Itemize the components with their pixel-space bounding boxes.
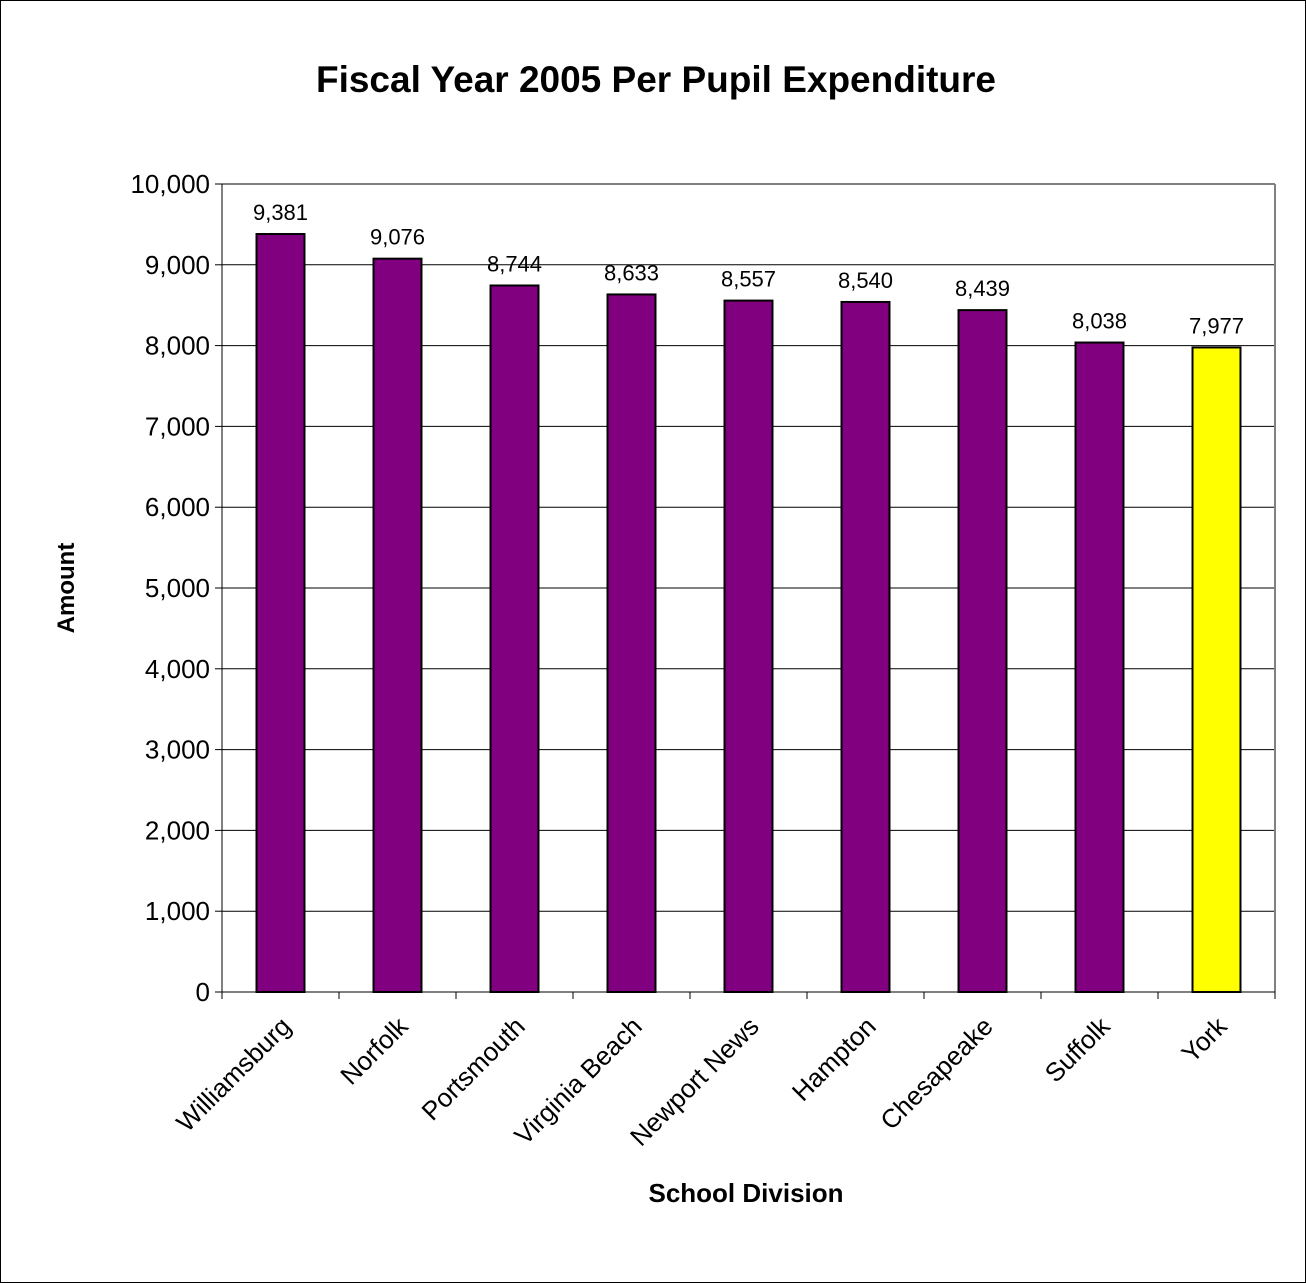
y-axis-label: Amount — [53, 543, 80, 634]
data-label: 8,540 — [838, 268, 893, 293]
x-tick-label: York — [1175, 1010, 1233, 1068]
y-tick-label: 1,000 — [145, 896, 210, 926]
data-label: 8,439 — [955, 276, 1010, 301]
bar — [1074, 341, 1125, 993]
chart-title: Fiscal Year 2005 Per Pupil Expenditure — [316, 59, 996, 100]
y-tick-label: 10,000 — [130, 169, 210, 199]
y-tick-label: 6,000 — [145, 492, 210, 522]
y-tick-label: 7,000 — [145, 411, 210, 441]
bars — [255, 233, 1242, 994]
y-tick-label: 2,000 — [145, 815, 210, 845]
x-tick-label: Hampton — [786, 1011, 882, 1107]
data-label: 8,633 — [604, 260, 659, 285]
bar — [489, 284, 540, 993]
bar — [840, 300, 891, 993]
y-tick-label: 9,000 — [145, 250, 210, 280]
y-tick-label: 5,000 — [145, 573, 210, 603]
bar — [255, 233, 306, 993]
x-tick-label: Williamsburg — [170, 1011, 296, 1137]
data-label: 9,076 — [370, 225, 425, 250]
bar — [1191, 346, 1242, 994]
y-tick-labels: 0 1,000 2,000 3,000 4,000 5,000 6,000 7,000 8,00… — [130, 169, 210, 1007]
bar — [723, 299, 774, 993]
x-tick-label: Norfolk — [334, 1010, 414, 1090]
data-label: 8,038 — [1072, 309, 1127, 334]
y-tick-label: 8,000 — [145, 331, 210, 361]
data-label: 8,557 — [721, 267, 776, 292]
x-tick-label: Portsmouth — [416, 1011, 531, 1126]
data-label: 7,977 — [1189, 313, 1244, 338]
y-tick-label: 3,000 — [145, 735, 210, 765]
bar — [372, 257, 423, 994]
y-tick-label: 4,000 — [145, 654, 210, 684]
data-label: 9,381 — [253, 200, 308, 225]
x-axis-label: School Division — [648, 1178, 843, 1208]
data-labels: 9,381 9,076 8,744 8,633 8,557 8,540 8,439 8,038… — [253, 200, 1244, 338]
data-label: 8,744 — [487, 251, 542, 276]
bar — [957, 309, 1008, 994]
x-tick-label: Chesapeake — [874, 1011, 998, 1135]
bar — [606, 293, 657, 993]
x-tick-label: Suffolk — [1039, 1010, 1117, 1088]
y-tick-label: 0 — [196, 977, 210, 1007]
